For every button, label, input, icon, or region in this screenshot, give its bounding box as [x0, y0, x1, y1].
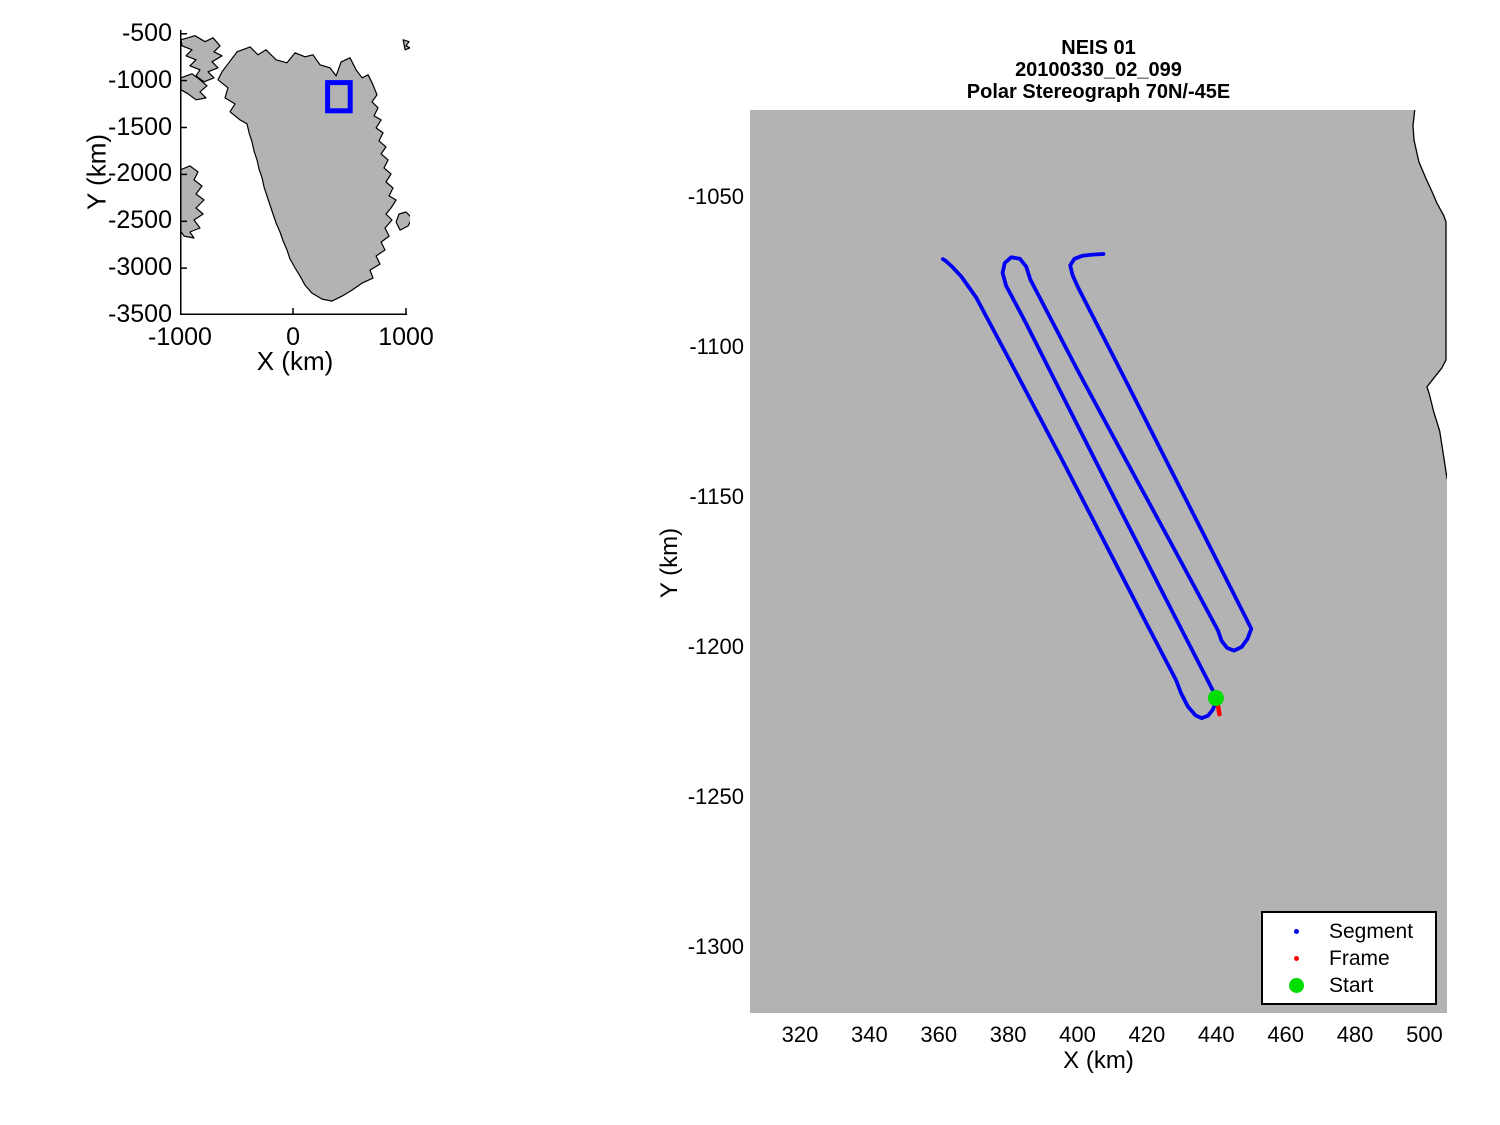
main-y-tick-label: -1150 [689, 484, 744, 509]
land-background [750, 110, 1447, 1013]
overview-y-tick-label: -3500 [108, 300, 172, 328]
main-y-tick-label: -1100 [689, 334, 744, 359]
overview-x-tick-label: -1000 [148, 323, 212, 351]
main-x-axis-label: X (km) [1063, 1047, 1134, 1074]
main-y-tick-label: -1300 [687, 934, 744, 959]
legend-label-segment: Segment [1329, 919, 1414, 943]
title-line-campaign: NEIS 01 [1061, 37, 1136, 59]
overview-x-tick-label: 0 [286, 323, 300, 351]
legend-label-frame: Frame [1329, 946, 1390, 970]
main-y-tick-label: -1050 [687, 184, 744, 209]
main-x-tick-label: 340 [850, 1022, 888, 1047]
svalbard-landmass [402, 39, 410, 51]
title-line-projection: Polar Stereograph 70N/-45E [966, 81, 1231, 103]
main-y-tick-label: -1200 [687, 634, 744, 659]
legend: Segment Frame Start [1261, 911, 1437, 1005]
segment-marker-icon [1293, 929, 1299, 934]
main-x-tick-label: 360 [920, 1022, 958, 1047]
flight-segment-track [940, 252, 1254, 720]
overview-y-tick-label: -1000 [108, 65, 172, 94]
frame-marker-icon [1293, 956, 1299, 961]
start-marker-icon [1288, 978, 1304, 993]
main-x-tick-label: 480 [1336, 1022, 1374, 1047]
legend-item-frame: Frame [1263, 945, 1435, 972]
flight-track-plot [750, 110, 1447, 1013]
overview-map-plot [180, 30, 410, 315]
title-line-segment-id: 20100330_02_099 [1015, 59, 1182, 81]
canada_north-landmass [180, 35, 223, 83]
overview-x-tick-label: 1000 [378, 323, 434, 351]
main-x-tick-label: 320 [781, 1022, 819, 1047]
survey-area-highlight-box [325, 80, 353, 114]
overview-y-tick-label: -3000 [108, 253, 172, 282]
main-y-axis-label: Y (km) [656, 527, 683, 599]
greenland-landmass [217, 46, 397, 302]
main-x-tick-label: 420 [1128, 1022, 1166, 1047]
overview-y-tick-label: -1500 [108, 112, 172, 141]
main-x-tick-label: 440 [1197, 1022, 1235, 1047]
start-marker [1207, 690, 1224, 706]
main-x-tick-label: 460 [1267, 1022, 1305, 1047]
overview-y-tick-label: -500 [121, 18, 172, 47]
baffin-landmass [180, 165, 205, 239]
canada_mid-landmass [180, 73, 208, 101]
overview-y-tick-label: -2500 [108, 206, 172, 235]
overview-x-axis-label: X (km) [256, 346, 334, 376]
main-x-tick-label: 380 [989, 1022, 1027, 1047]
main-y-tick-label: -1250 [687, 784, 744, 809]
legend-item-start: Start [1263, 972, 1435, 999]
ocean-region [1413, 110, 1447, 479]
main-x-tick-label: 400 [1059, 1022, 1096, 1047]
iceland-landmass [395, 211, 410, 231]
legend-label-start: Start [1329, 973, 1374, 997]
main-x-tick-label: 500 [1406, 1022, 1443, 1047]
plot-title: NEIS 01 20100330_02_099 Polar Stereograp… [750, 37, 1447, 103]
legend-item-segment: Segment [1263, 918, 1435, 945]
coastline [1412, 110, 1447, 480]
overview-y-tick-label: -2000 [108, 159, 172, 188]
